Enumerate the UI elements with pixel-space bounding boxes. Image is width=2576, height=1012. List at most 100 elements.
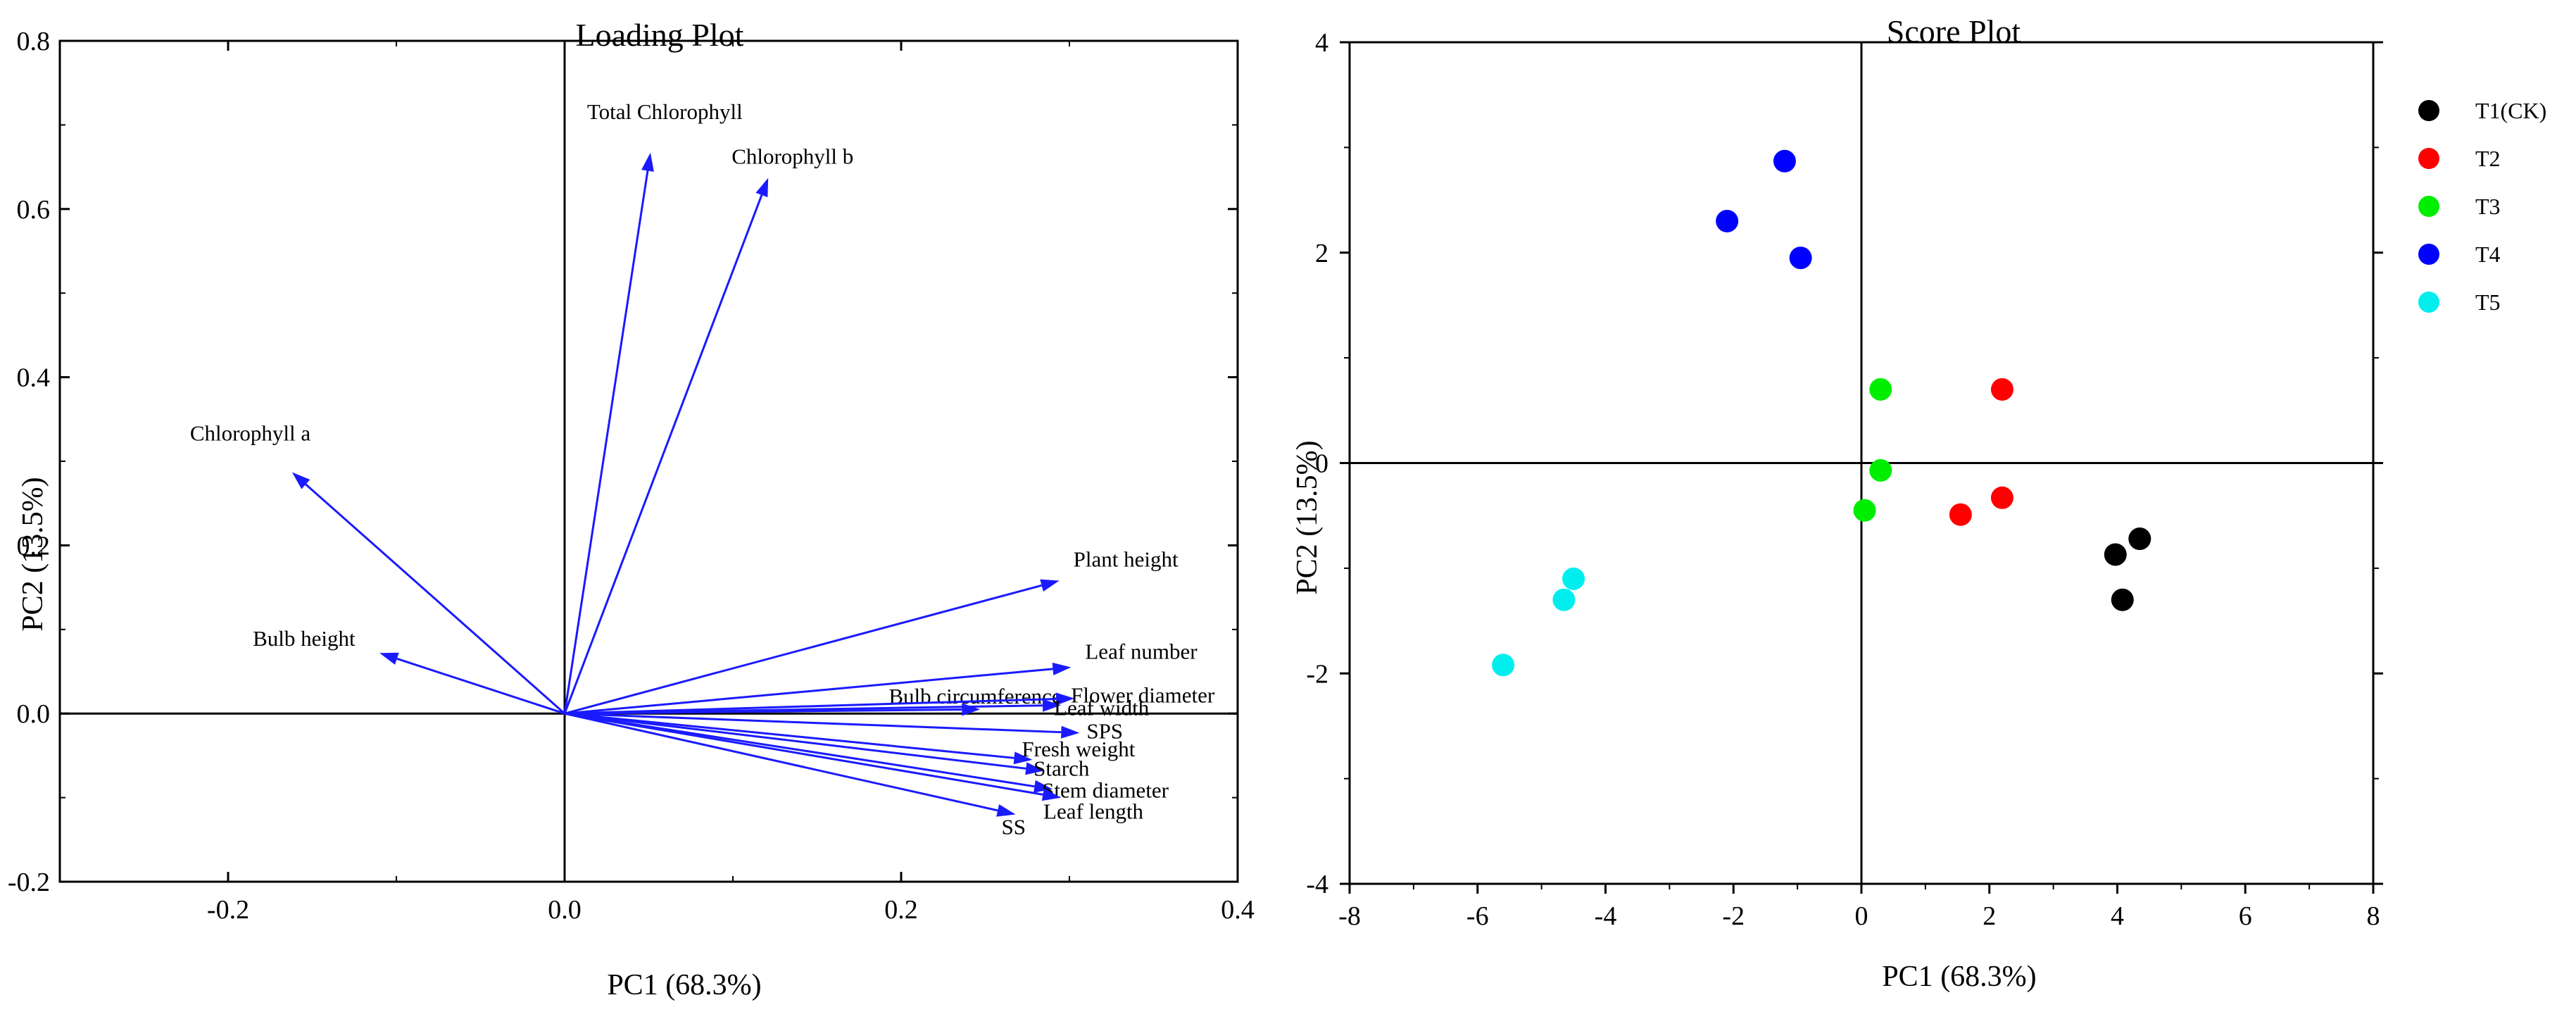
legend-marker (2418, 148, 2439, 169)
loading-ytick-label: -0.2 (8, 868, 50, 897)
score-point (1789, 246, 1812, 270)
vector-label-ss: SS (1002, 814, 1026, 839)
vector-label-plant-height: Plant height (1074, 547, 1179, 572)
vector-label-flower-diameter: Flower diameter (1071, 683, 1215, 708)
score-point (2104, 543, 2127, 566)
loading-vector-leaf-width: Leaf width (564, 695, 1150, 720)
vector-shaft (396, 657, 565, 715)
legend-item-t5: T5 (2418, 289, 2501, 315)
score-point (1492, 654, 1515, 677)
score-plot-ticks: -8 -6 -4 -2 0 2 4 6 8 -4 -2 0 2 4 (1306, 28, 2383, 931)
score-point (1869, 377, 1892, 401)
legend-marker (2418, 244, 2439, 265)
vector-label-chlorophyll-b: Chlorophyll b (731, 144, 853, 169)
legend-label: T1(CK) (2475, 98, 2546, 123)
score-xtick-label: -8 (1338, 901, 1361, 931)
loading-plot-vectors: Total Chlorophyll Chlorophyll b Chlorophyl… (190, 99, 1215, 839)
vector-label-leaf-width: Leaf width (1054, 695, 1150, 720)
score-point (1869, 458, 1892, 482)
loading-vector-total-chlorophyll: Total Chlorophyll (563, 99, 743, 714)
loading-vector-chlorophyll-b: Chlorophyll b (563, 144, 853, 714)
loading-vector-ss: SS (564, 712, 1026, 839)
loading-ytick-label: 0.4 (17, 363, 51, 393)
vector-shaft (564, 712, 1014, 759)
loading-ytick-label: 0.2 (17, 531, 51, 561)
vector-shaft (564, 712, 998, 812)
loading-xtick-label: 0.4 (1221, 895, 1255, 925)
vector-arrowhead (996, 804, 1016, 817)
loading-vector-bulb-height: Bulb height (253, 626, 565, 715)
loading-plot-ticks: -0.2 0.0 0.2 0.4 -0.2 0.0 0.2 0.4 0.6 0.8 (8, 27, 1255, 925)
score-point (1562, 567, 1585, 590)
score-point (1990, 377, 2013, 401)
legend-label: T5 (2475, 289, 2501, 315)
vector-arrowhead (1055, 692, 1075, 706)
loading-ytick-label: 0.8 (17, 27, 51, 56)
score-series-t5 (1492, 567, 1585, 677)
score-point (1990, 486, 2013, 509)
vector-label-bulb-circumference: Bulb circumference (888, 684, 1061, 708)
vector-label-leaf-length: Leaf length (1043, 799, 1144, 824)
vector-shaft (564, 712, 1026, 770)
vector-shaft (305, 483, 565, 715)
loading-vector-plant-height: Plant height (564, 547, 1179, 715)
vector-label-fresh-weight: Fresh weight (1022, 737, 1135, 761)
vector-shaft (564, 584, 1042, 715)
loading-vector-leaf-length: Leaf length (564, 712, 1144, 824)
score-plot-points (1492, 149, 2151, 677)
vector-shaft (564, 712, 1062, 734)
loading-plot-title: Loading Plot (576, 17, 744, 53)
loading-vector-sps: SPS (564, 712, 1123, 744)
vector-label-leaf-number: Leaf number (1085, 639, 1198, 664)
vector-arrowhead (1061, 725, 1080, 739)
score-plot-ylabel: PC2 (13.5%) (1291, 440, 1324, 594)
legend-marker (2418, 292, 2439, 313)
score-plot-frame (1348, 41, 2375, 885)
vector-label-chlorophyll-a: Chlorophyll a (190, 421, 311, 446)
score-xtick-label: 8 (2367, 901, 2380, 931)
vector-label-stem-diameter: Stem diameter (1042, 778, 1169, 803)
vector-label-sps: SPS (1086, 719, 1123, 744)
vector-shaft (564, 712, 1043, 796)
score-plot-zero-lines (1350, 42, 2373, 884)
score-plot-panel: Score Plot PC1 (68.3%) PC2 (13.5%) -8 -6-… (1291, 13, 2546, 993)
score-point (1552, 588, 1576, 611)
legend-item-t4: T4 (2418, 242, 2501, 267)
vector-arrowhead (1052, 662, 1072, 675)
vector-arrowhead (1033, 780, 1053, 793)
vector-shaft (564, 704, 1043, 715)
vector-shaft (563, 170, 649, 714)
vector-shaft (564, 668, 1053, 715)
vector-arrowhead (1042, 699, 1062, 712)
score-point (2128, 527, 2151, 551)
score-xtick-label: 4 (2111, 901, 2124, 931)
score-ytick-label: 4 (1315, 28, 1328, 58)
score-point (1853, 499, 1876, 522)
vector-label-total-chlorophyll: Total Chlorophyll (587, 99, 743, 124)
vector-arrowhead (1041, 788, 1062, 801)
score-series-t3 (1853, 377, 1892, 522)
loading-vector-bulb-circumference: Bulb circumference (564, 684, 1062, 716)
score-ytick-label: 0 (1315, 449, 1328, 479)
loading-plot-panel: Loading Plot PC1 (68.3%) PC2 (13.5%) -0.… (8, 17, 1255, 1001)
loading-ytick-label: 0.6 (17, 195, 51, 225)
legend-label: T4 (2475, 242, 2501, 267)
loading-xtick-label: 0.0 (548, 895, 582, 925)
loading-vector-fresh-weight: Fresh weight (564, 712, 1136, 765)
legend-marker (2418, 100, 2439, 121)
legend-item-t1-ck: T1(CK) (2418, 98, 2546, 123)
score-point (2111, 588, 2134, 611)
loading-vector-stem-diameter: Stem diameter (564, 712, 1169, 803)
score-ytick-label: -2 (1306, 659, 1328, 689)
vector-label-bulb-height: Bulb height (253, 626, 356, 651)
score-plot-title: Score Plot (1887, 13, 2021, 49)
vector-arrowhead (755, 177, 769, 198)
legend-marker (2418, 196, 2439, 217)
score-plot-xlabel: PC1 (68.3%) (1882, 961, 2036, 993)
score-point (1773, 149, 1796, 173)
vector-arrowhead (1013, 751, 1033, 765)
loading-xtick-label: -0.2 (207, 895, 249, 925)
score-ytick-label: 2 (1315, 239, 1328, 268)
loading-xtick-label: 0.2 (884, 895, 918, 925)
